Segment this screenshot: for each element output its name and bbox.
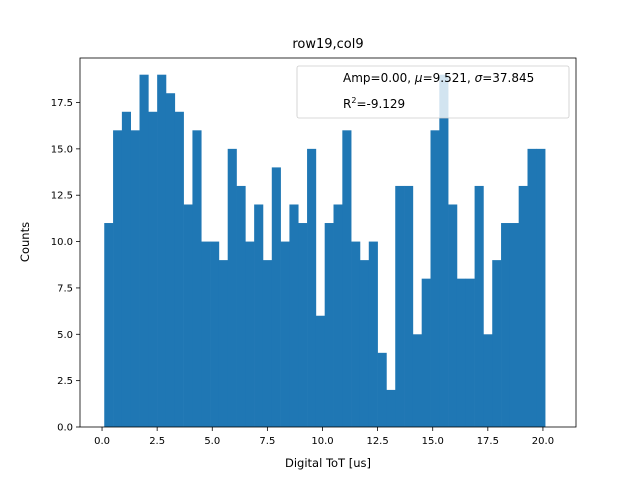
histogram-bar bbox=[509, 223, 519, 427]
histogram-bar bbox=[245, 241, 255, 427]
legend-r-value: =-9.129 bbox=[356, 97, 405, 111]
histogram-bar bbox=[456, 278, 467, 427]
histogram-bar bbox=[210, 241, 220, 427]
histogram-bar bbox=[192, 130, 202, 427]
histogram-bar bbox=[527, 148, 537, 428]
x-tick-label: 12.5 bbox=[366, 436, 388, 447]
histogram-bar bbox=[165, 93, 176, 427]
histogram-bar bbox=[333, 204, 343, 427]
x-tick-label: 5.0 bbox=[204, 436, 220, 447]
histogram-bar bbox=[271, 167, 281, 427]
y-tick-label: 12.5 bbox=[51, 191, 73, 202]
histogram-bar bbox=[421, 278, 431, 427]
histogram-bar bbox=[351, 241, 361, 427]
x-axis-label: Digital ToT [us] bbox=[285, 456, 371, 470]
histogram-bar bbox=[227, 148, 237, 428]
legend: Amp=0.00, μ=9.521, σ=37.845 R2=-9.129 bbox=[296, 65, 570, 119]
histogram-bar bbox=[280, 241, 290, 427]
histogram-bar bbox=[465, 278, 475, 427]
histogram-bar bbox=[324, 223, 334, 427]
histogram-bar bbox=[254, 204, 264, 427]
histogram-bar bbox=[474, 185, 484, 427]
y-tick-label: 5.0 bbox=[57, 330, 73, 341]
x-tick-label: 7.5 bbox=[259, 436, 275, 447]
histogram-bar bbox=[104, 223, 114, 427]
histogram-bar bbox=[439, 74, 449, 427]
histogram-bar bbox=[121, 111, 131, 428]
histogram-bar bbox=[342, 130, 352, 427]
histogram-bar bbox=[404, 185, 414, 427]
histogram-bar bbox=[386, 389, 396, 427]
y-tick-label: 2.5 bbox=[57, 376, 73, 387]
histogram-bar bbox=[315, 315, 325, 427]
legend-line-r-squared: R2=-9.129 bbox=[343, 96, 405, 111]
legend-r-label: R bbox=[343, 97, 351, 111]
x-tick-label: 10.0 bbox=[311, 436, 333, 447]
histogram-bar bbox=[377, 352, 387, 427]
histogram-bar bbox=[174, 111, 184, 428]
histogram-bar bbox=[395, 185, 405, 427]
histogram-bar bbox=[262, 260, 273, 427]
legend-mu-symbol: μ bbox=[414, 71, 423, 85]
histogram-bar bbox=[201, 241, 211, 427]
histogram-bar bbox=[501, 223, 511, 427]
histogram-bar bbox=[183, 204, 193, 427]
histogram-bar bbox=[113, 130, 123, 427]
y-tick-label: 15.0 bbox=[51, 144, 73, 155]
histogram-bar bbox=[139, 74, 149, 427]
histogram-bar bbox=[518, 185, 528, 427]
histogram-bar bbox=[359, 260, 370, 427]
legend-sigma-value: =37.845 bbox=[482, 71, 534, 85]
histogram-bar bbox=[307, 148, 317, 428]
histogram-bar bbox=[289, 204, 299, 427]
histogram-bar bbox=[368, 241, 378, 427]
y-tick-label: 10.0 bbox=[51, 237, 73, 248]
histogram-bar bbox=[492, 260, 502, 427]
x-tick-label: 20.0 bbox=[532, 436, 554, 447]
y-axis-label: Counts bbox=[18, 222, 32, 262]
histogram-bar bbox=[412, 334, 422, 427]
x-tick-label: 2.5 bbox=[149, 436, 165, 447]
histogram-bar bbox=[298, 223, 308, 427]
x-tick-label: 15.0 bbox=[422, 436, 444, 447]
legend-box bbox=[296, 65, 570, 119]
y-tick-label: 17.5 bbox=[51, 98, 73, 109]
legend-mu-value: =9.521, bbox=[423, 71, 475, 85]
axes-frame bbox=[79, 57, 577, 428]
histogram-bar bbox=[448, 204, 458, 427]
x-tick-label: 17.5 bbox=[477, 436, 499, 447]
histogram-bar bbox=[430, 130, 440, 427]
y-tick-label: 0.0 bbox=[57, 423, 73, 434]
histogram-bar bbox=[130, 130, 140, 427]
histogram-bar bbox=[483, 334, 493, 427]
y-ticks-group: 0.0 2.5 5.0 7.5 10.0 12.5 15.0 17.5 bbox=[51, 98, 80, 434]
histogram-bar bbox=[536, 148, 546, 428]
legend-line-fit-params: Amp=0.00, μ=9.521, σ=37.845 bbox=[343, 71, 534, 85]
legend-sigma-symbol: σ bbox=[475, 71, 483, 85]
bars-group bbox=[104, 74, 546, 428]
x-tick-label: 0.0 bbox=[94, 436, 110, 447]
histogram-bar bbox=[157, 74, 167, 427]
y-tick-label: 7.5 bbox=[57, 283, 73, 294]
x-ticks-group: 0.0 2.5 5.0 7.5 10.0 12.5 15.0 17.5 20.0 bbox=[94, 427, 554, 447]
histogram-bar bbox=[236, 185, 246, 427]
histogram-bar bbox=[148, 111, 158, 428]
legend-amp: Amp=0.00, bbox=[343, 71, 415, 85]
histogram-bar bbox=[218, 260, 228, 427]
chart-title: row19,col9 bbox=[292, 37, 363, 52]
legend-r-exponent: 2 bbox=[351, 96, 356, 105]
